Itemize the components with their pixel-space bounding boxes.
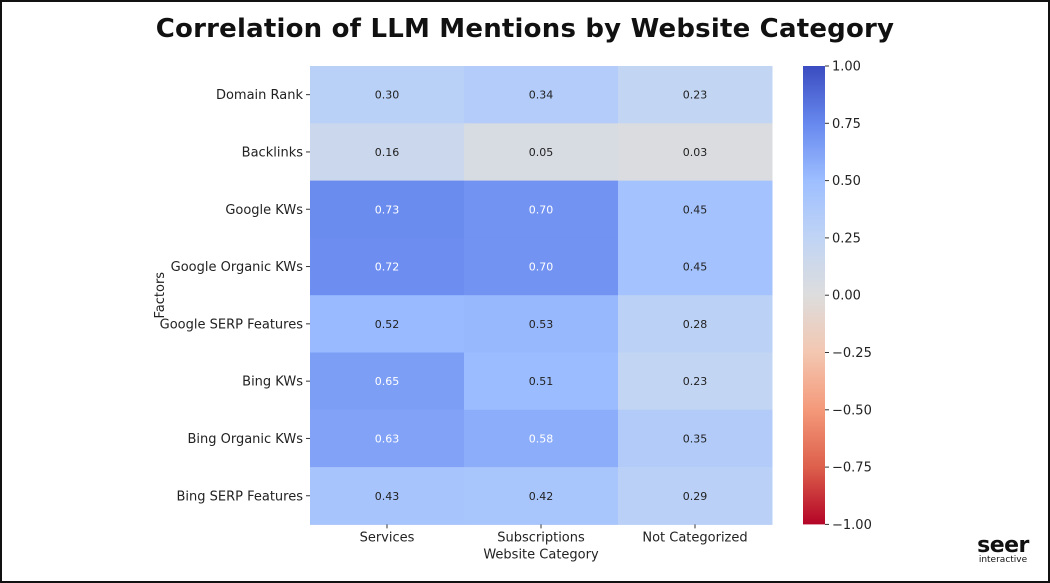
x-tick-label: Not Categorized [642,530,747,545]
heatmap-cells [310,66,773,525]
heatmap-cell [618,180,773,239]
y-tick-label: Google SERP Features [160,317,304,332]
heatmap-value-label: 0.23 [683,89,708,102]
heatmap-cell [464,467,619,525]
heatmap-value-label: 0.53 [529,318,554,331]
colorbar: 1.00 0.75 0.50 0.25 0.00 −0.25 −0.50 −0.75 −1.00 [803,60,872,533]
y-tick-label: Bing Organic KWs [187,432,303,447]
x-axis-title: Website Category [483,547,599,562]
heatmap-value-label: 0.45 [683,261,708,274]
heatmap-cell [618,123,773,182]
logo-word: seer [977,533,1029,558]
heatmap-cell [464,237,619,296]
heatmap-value-label: 0.51 [529,375,554,388]
y-tick-label: Domain Rank [216,88,304,103]
heatmap-cell [310,467,465,525]
heatmap-value-label: 0.35 [683,432,708,445]
logo-subtext: interactive [978,555,1028,565]
y-tick-label: Backlinks [242,145,304,160]
heatmap-cell [310,180,465,239]
heatmap-cell [618,467,773,525]
heatmap-cell [618,295,773,353]
heatmap-value-label: 0.23 [683,375,708,388]
y-tick-label: Bing SERP Features [176,489,303,504]
heatmap-cell [618,409,773,468]
heatmap-value-label: 0.58 [529,432,554,445]
heatmap-value-label: 0.63 [375,432,400,445]
heatmap-value-label: 0.05 [529,146,554,159]
y-tick-label: Bing KWs [242,375,303,390]
chart-title: Correlation of LLM Mentions by Website C… [155,14,895,44]
colorbar-tick-label: 0.50 [832,174,861,189]
heatmap-value-label: 0.70 [529,261,554,274]
colorbar-tick-label: 0.75 [832,117,861,132]
seer-interactive-logo: seer interactive [968,535,1038,565]
heatmap-cell [310,352,465,411]
heatmap-value-label: 0.29 [683,490,708,503]
heatmap-value-label: 0.30 [375,89,400,102]
heatmap-value-label: 0.45 [683,203,708,216]
heatmap-value-label: 0.03 [683,146,708,159]
x-tick-label: Subscriptions [497,530,585,545]
heatmap-value-label: 0.52 [375,318,400,331]
heatmap-value-label: 0.42 [529,490,554,503]
heatmap-cell [464,409,619,468]
heatmap-value-labels: 0.30 0.34 0.23 0.16 0.05 0.03 0.73 0.70 0.45 0.72… [375,89,708,503]
y-tick-label: Google KWs [225,203,303,218]
heatmap-cell [310,295,465,353]
heatmap-cell [464,123,619,182]
heatmap-value-label: 0.34 [529,89,554,102]
colorbar-tick-label: 0.00 [832,289,861,304]
heatmap-cell [618,66,773,124]
colorbar-tick-label: −0.50 [832,403,872,418]
heatmap-value-label: 0.28 [683,318,708,331]
heatmap-value-label: 0.73 [375,203,400,216]
y-tick-label: Google Organic KWs [171,260,304,275]
heatmap-cell [464,295,619,353]
heatmap-value-label: 0.65 [375,375,400,388]
heatmap-cell [310,66,465,124]
heatmap-cell [310,409,465,468]
heatmap-cell [310,123,465,182]
y-axis: Domain Rank Backlinks Google KWs Google Org… [153,88,310,504]
heatmap-value-label: 0.70 [529,203,554,216]
colorbar-tick-label: −0.25 [832,346,872,361]
colorbar-tick-label: 0.25 [832,231,861,246]
heatmap-value-label: 0.43 [375,490,400,503]
colorbar-tick-label: −0.75 [832,461,872,476]
x-tick-label: Services [360,530,415,545]
heatmap-cell [464,352,619,411]
y-axis-title: Factors [153,272,168,319]
heatmap-cell [618,237,773,296]
colorbar-tick-label: 1.00 [832,60,861,75]
heatmap-cell [618,352,773,411]
colorbar-tick-label: −1.00 [832,518,872,533]
heatmap-cell [464,66,619,124]
heatmap-cell [310,237,465,296]
heatmap-cell [464,180,619,239]
colorbar-gradient [803,66,825,525]
x-axis: Services Subscriptions Not Categorized Webs… [360,524,748,562]
heatmap-value-label: 0.72 [375,261,400,274]
heatmap-value-label: 0.16 [375,146,400,159]
